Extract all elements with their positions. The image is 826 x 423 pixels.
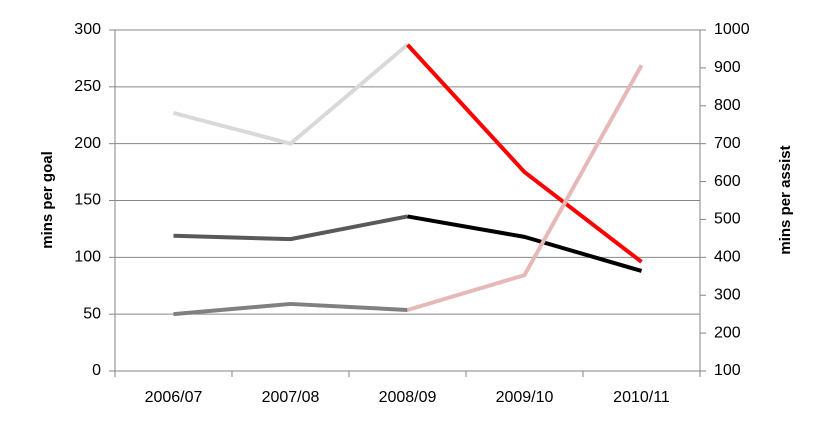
- x-tick-label: 2010/11: [613, 389, 670, 406]
- y2-tick-label: 100: [714, 362, 741, 379]
- y-tick-label: 150: [74, 192, 101, 209]
- y2-tick-label: 500: [714, 211, 741, 228]
- series-line: [173, 214, 408, 242]
- x-tick-label: 2008/09: [379, 389, 437, 406]
- y2-tick-label: 800: [714, 97, 741, 114]
- y-tick-label: 50: [83, 305, 101, 322]
- y-axis-title: mins per goal: [39, 151, 56, 249]
- series-line: [172, 43, 409, 146]
- x-tick-label: 2009/10: [496, 389, 554, 406]
- series-line: [406, 64, 644, 312]
- y-tick-label: 250: [74, 78, 101, 95]
- y2-axis-title: mins per assist: [777, 145, 794, 254]
- series-line: [173, 301, 408, 317]
- x-tick-label: 2007/08: [262, 389, 320, 406]
- y2-tick-label: 300: [714, 286, 741, 303]
- y-tick-label: 100: [74, 249, 101, 266]
- y2-tick-label: 700: [714, 135, 741, 152]
- y2-tick-label: 900: [714, 59, 741, 76]
- y2-tick-label: 600: [714, 173, 741, 190]
- y-tick-label: 200: [74, 135, 101, 152]
- y-tick-label: 300: [74, 21, 101, 38]
- y2-tick-label: 400: [714, 249, 741, 266]
- y2-tick-label: 1000: [714, 21, 750, 38]
- x-tick-label: 2006/07: [145, 389, 203, 406]
- series-line: [406, 43, 643, 264]
- y2-tick-label: 200: [714, 324, 741, 341]
- y-tick-label: 0: [92, 362, 101, 379]
- series-line: [407, 214, 643, 273]
